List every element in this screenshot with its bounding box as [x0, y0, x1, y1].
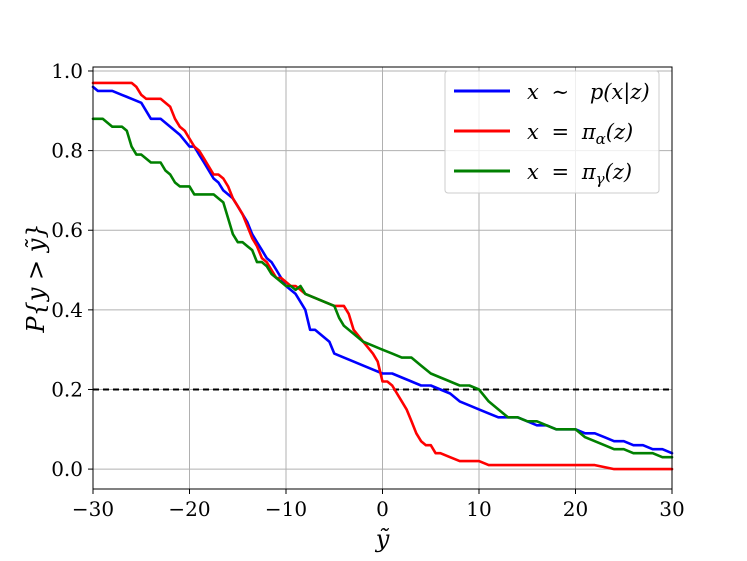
- legend-label-pi-gamma: x = πγ(z): [527, 160, 632, 188]
- y-tick-label: 0.2: [51, 377, 83, 401]
- x-tick-label: 20: [563, 497, 588, 521]
- legend-label-2-lhs: x: [527, 160, 539, 184]
- x-tick-label: 30: [659, 497, 684, 521]
- legend-label-0-op: ∼: [552, 80, 570, 104]
- legend-label-1-rhs: π: [581, 120, 597, 144]
- series-layer: [91, 81, 674, 471]
- x-tick-label: 0: [376, 497, 389, 521]
- legend-label-2-tail: (z): [605, 160, 632, 184]
- y-tick-label: 0.4: [51, 298, 83, 322]
- legend-label-1-lhs: x: [527, 120, 539, 144]
- legend-label-2-rhs: π: [581, 160, 597, 184]
- legend-label-1-tail: (z): [606, 120, 633, 144]
- ticks: [88, 70, 673, 494]
- y-tick-label: 0.8: [51, 139, 83, 163]
- x-tick-label: −20: [168, 497, 210, 521]
- x-tick-label: −30: [72, 497, 114, 521]
- series-line-pi-alpha: [91, 81, 674, 471]
- legend-box: [444, 70, 660, 194]
- x-tick-label: −10: [265, 497, 307, 521]
- tick-labels: −30 −20 −10 0 10 20 30 0.0 0.2 0.4 0.6 0.8 1.0: [51, 59, 685, 521]
- x-tick-label: 10: [466, 497, 491, 521]
- legend-label-2-sub: γ: [596, 170, 605, 188]
- series-line-pi-gamma: [91, 117, 674, 459]
- legend-label-0-lhs: x: [527, 80, 539, 104]
- y-tick-label: 0.6: [51, 218, 83, 242]
- y-tick-label: 0.0: [51, 457, 83, 481]
- legend: x ∼ p(x|z) x = πα(z) x = πγ(z): [444, 70, 660, 194]
- x-axis-label: ỹ: [375, 525, 390, 553]
- y-axis-label: P{y > ỹ}: [22, 223, 50, 333]
- legend-label-1-sub: α: [596, 130, 606, 148]
- legend-label-0-rhs: p(x|z): [590, 80, 650, 105]
- legend-label-pi-alpha: x = πα(z): [527, 120, 633, 148]
- legend-label-p-x-given-z: x ∼ p(x|z): [527, 80, 650, 105]
- legend-label-2-op: =: [552, 160, 570, 184]
- y-tick-label: 1.0: [51, 59, 83, 83]
- legend-label-1-op: =: [552, 120, 570, 144]
